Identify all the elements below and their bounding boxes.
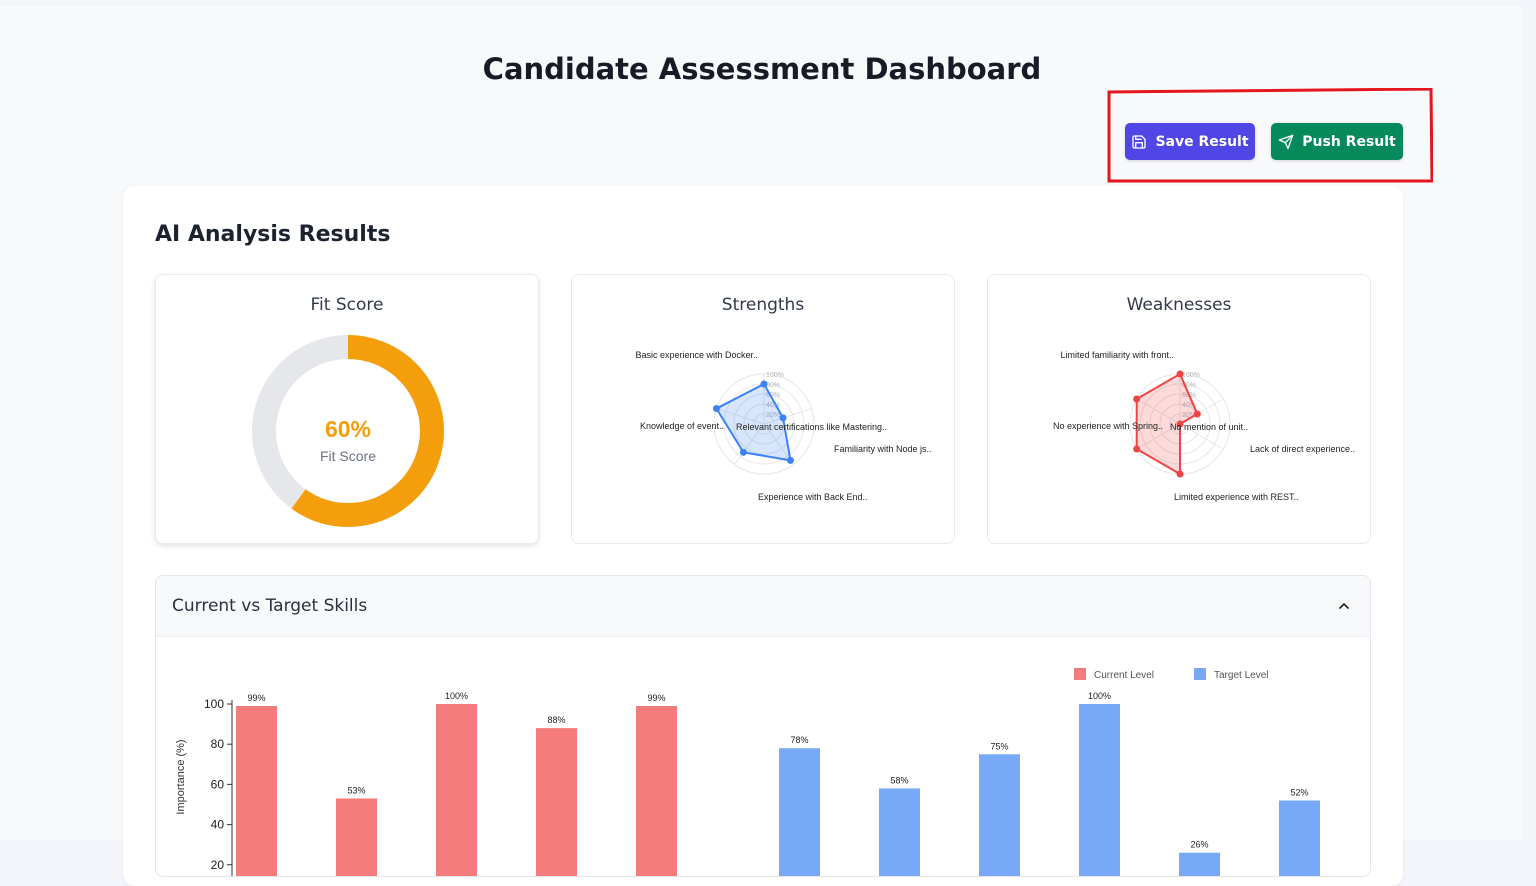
bar-data-label: 53%: [347, 785, 365, 795]
analysis-card: AI Analysis Results Fit Score 60% Fit Sc…: [123, 186, 1403, 886]
bar: [636, 706, 677, 876]
bar: [236, 706, 277, 876]
bar-data-label: 52%: [1290, 787, 1308, 797]
bar-data-label: 100%: [445, 691, 468, 701]
strengths-point: [786, 456, 794, 464]
strengths-point: [760, 380, 768, 388]
weaknesses-tick-label: 80%: [1182, 382, 1196, 389]
strengths-panel: Strengths 100% 80% 60% 40% 20% Basic experien…: [571, 274, 955, 544]
fit-score-value: 60%: [325, 416, 371, 442]
weaknesses-point: [1176, 470, 1184, 478]
y-axis-label: Importance (%): [175, 739, 187, 814]
strengths-axis-line: [734, 423, 765, 465]
weaknesses-tick-label: 20%: [1182, 412, 1196, 419]
strengths-point: [739, 448, 747, 456]
send-icon: [1278, 134, 1294, 149]
fit-score-panel: Fit Score 60% Fit Score: [155, 274, 539, 544]
bar-data-label: 58%: [890, 775, 908, 785]
bar: [979, 754, 1020, 876]
y-tick-label: 80: [211, 737, 225, 751]
weaknesses-point: [1176, 420, 1184, 428]
weaknesses-axis-line: [1179, 423, 1224, 450]
strengths-tick-label: 20%: [766, 412, 780, 419]
strengths-tick-label: 60%: [766, 392, 780, 399]
weaknesses-tick-label: 100%: [1182, 372, 1200, 379]
legend-swatch: [1074, 668, 1086, 680]
strengths-axis-label: Experience with Back End..: [758, 492, 868, 502]
bar: [1179, 852, 1220, 876]
weaknesses-radar-chart: 100%80%60%40%20%Limited familiarity with…: [1053, 350, 1355, 502]
save-result-button[interactable]: Save Result: [1125, 123, 1255, 160]
legend-label: Current Level: [1094, 670, 1154, 681]
weaknesses-point: [1176, 370, 1184, 378]
strengths-tick-label: 100%: [766, 372, 784, 379]
weaknesses-title: Weaknesses: [1126, 295, 1232, 315]
weaknesses-axis-label: No mention of unit..: [1170, 422, 1248, 432]
skills-accordion-header[interactable]: Current vs Target Skills: [156, 576, 1370, 637]
weaknesses-axis-label: No experience with Spring..: [1053, 421, 1163, 431]
strengths-axis-label: Familiarity with Node js..: [834, 444, 932, 454]
y-tick-label: 100: [204, 697, 224, 711]
bar: [1279, 800, 1320, 876]
y-tick-label: 60: [211, 777, 225, 791]
skills-accordion-title: Current vs Target Skills: [172, 596, 368, 616]
bar: [336, 798, 377, 876]
strengths-axis-line: [763, 408, 812, 425]
weaknesses-axis-label: Limited familiarity with front..: [1060, 350, 1174, 360]
bar-data-label: 75%: [990, 741, 1008, 751]
strengths-point: [779, 414, 787, 422]
weaknesses-axis-label: Lack of direct experience..: [1250, 444, 1355, 454]
weaknesses-point: [1193, 410, 1201, 418]
strengths-radar-chart: 100% 80% 60% 40% 20% Basic experience with Do…: [635, 350, 932, 502]
strengths-axis-label: Knowledge of event..: [640, 421, 724, 431]
bar: [879, 788, 920, 876]
legend-label: Target Level: [1214, 670, 1268, 681]
strengths-area: [715, 382, 792, 462]
strengths-axis-label: Relevant certifications like Mastering..: [736, 422, 887, 432]
weaknesses-axis-line: [1136, 423, 1181, 450]
push-result-button[interactable]: Push Result: [1271, 123, 1403, 160]
bar: [536, 728, 577, 876]
strengths-tick-label: 40%: [766, 402, 780, 409]
bar-data-label: 26%: [1190, 840, 1208, 850]
y-tick-label: 40: [211, 818, 225, 832]
chevron-up-icon[interactable]: [1336, 598, 1352, 614]
fit-score-sublabel: Fit Score: [320, 448, 376, 464]
strengths-title: Strengths: [721, 295, 805, 315]
weaknesses-point: [1133, 445, 1141, 453]
push-result-label: Push Result: [1302, 133, 1396, 150]
bar-data-label: 99%: [647, 693, 665, 703]
bar: [1079, 704, 1120, 876]
page-title: Candidate Assessment Dashboard: [482, 52, 1042, 86]
legend-swatch: [1194, 668, 1206, 680]
strengths-axis-label: Basic experience with Docker..: [635, 350, 758, 360]
fit-score-title: Fit Score: [310, 295, 384, 315]
bar: [779, 748, 820, 876]
skills-accordion: Current vs Target Skills 100 80 60 40 20 Impo…: [155, 575, 1371, 877]
weaknesses-axis-line: [1136, 398, 1181, 425]
weaknesses-axis-label: Limited experience with REST..: [1174, 492, 1299, 502]
bar-data-label: 78%: [790, 735, 808, 745]
fit-score-donut: 60% Fit Score: [252, 335, 444, 527]
weaknesses-point: [1133, 395, 1141, 403]
save-icon: [1132, 134, 1147, 149]
strengths-tick-label: 80%: [766, 382, 780, 389]
bar: [436, 704, 477, 876]
weaknesses-panel: Weaknesses 100% 80% 60% 40% 20% Limited famil…: [987, 274, 1371, 544]
bar-data-label: 100%: [1088, 691, 1111, 701]
skills-bar-chart: 100 80 60 40 20 Importance (%) Current Level Ta…: [175, 668, 1320, 876]
y-tick-label: 20: [211, 858, 225, 872]
analysis-title: AI Analysis Results: [155, 222, 391, 247]
strengths-point: [712, 405, 720, 413]
bar-data-label: 99%: [247, 693, 265, 703]
save-result-label: Save Result: [1155, 133, 1249, 150]
donut-value-arc: [252, 335, 444, 527]
strengths-axis-line: [716, 408, 765, 425]
weaknesses-tick-label: 40%: [1182, 402, 1196, 409]
bar-data-label: 88%: [547, 715, 565, 725]
